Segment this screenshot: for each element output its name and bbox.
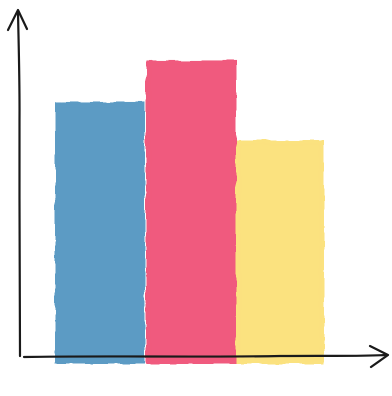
x-axis-arrowhead bbox=[368, 344, 390, 369]
bar-1 bbox=[55, 101, 145, 365]
y-axis-line bbox=[16, 10, 22, 358]
bar-2-texture bbox=[148, 62, 234, 362]
x-axis-line bbox=[22, 353, 388, 359]
bar-2 bbox=[146, 60, 236, 364]
bars-group bbox=[55, 60, 324, 365]
bar-3 bbox=[236, 140, 324, 364]
y-axis-arrowhead bbox=[6, 8, 29, 32]
bar-3-texture bbox=[238, 142, 322, 362]
bar-1-texture bbox=[57, 104, 143, 362]
axes-group bbox=[6, 8, 390, 369]
